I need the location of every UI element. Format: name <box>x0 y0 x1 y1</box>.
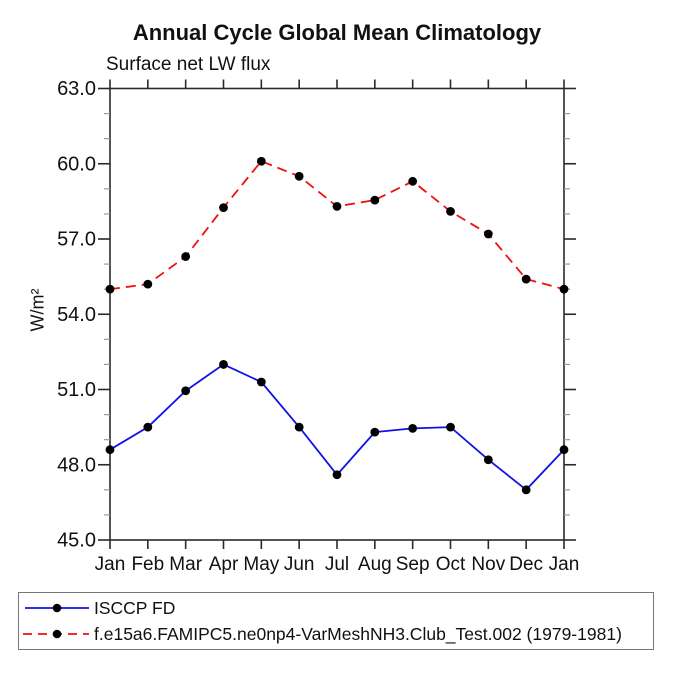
y-tick-label: 51.0 <box>57 379 96 401</box>
x-tick-label: Sep <box>396 554 430 575</box>
data-point-marker <box>559 445 569 455</box>
data-point-marker <box>408 176 418 186</box>
x-tick-label: Jun <box>284 554 315 575</box>
legend-label-isccp-fd: ISCCP FD <box>94 597 176 618</box>
x-tick-label: Dec <box>509 554 543 575</box>
data-point-marker <box>181 252 191 261</box>
data-point-marker <box>294 422 304 432</box>
data-point-marker <box>559 284 569 294</box>
y-tick-label: 45.0 <box>57 530 96 552</box>
x-tick-label: Jan <box>549 554 580 575</box>
data-point-marker <box>105 284 115 294</box>
data-point-marker <box>483 455 493 465</box>
legend-item-model-case: f.e15a6.FAMIPC5.ne0np4-VarMeshNH3.Club_T… <box>22 621 653 647</box>
x-tick-label: Aug <box>358 554 392 575</box>
data-point-marker <box>256 156 266 166</box>
data-point-marker <box>521 274 531 284</box>
legend-label-model-case: f.e15a6.FAMIPC5.ne0np4-VarMeshNH3.Club_T… <box>94 623 622 644</box>
data-point-marker <box>219 203 228 213</box>
series-line <box>109 160 565 291</box>
data-point-marker <box>219 360 228 369</box>
data-point-marker <box>143 279 153 289</box>
y-tick-label: 54.0 <box>57 304 96 326</box>
legend-box: ISCCP FD f.e15a6.FAMIPC5.ne0np4-VarMeshN… <box>18 592 654 650</box>
x-tick-label: May <box>243 554 279 575</box>
y-tick-label: 60.0 <box>57 153 96 175</box>
series-model-case <box>105 156 569 294</box>
data-point-marker <box>446 207 455 216</box>
data-point-marker <box>370 427 380 437</box>
x-tick-label: Feb <box>131 554 164 575</box>
legend-swatch-solid-line-icon <box>25 603 89 613</box>
y-tick-label: 48.0 <box>57 454 96 476</box>
legend-marker-0 <box>52 603 62 613</box>
legend-swatch-dashed-line-icon <box>23 629 89 639</box>
x-tick-label: Nov <box>471 554 505 575</box>
data-point-marker <box>483 229 493 239</box>
x-tick-label: Apr <box>209 554 239 575</box>
legend-marker-1 <box>52 629 62 639</box>
legend-item-isccp-fd: ISCCP FD <box>22 595 653 621</box>
data-point-marker <box>370 195 380 205</box>
chart-subtitle: Surface net LW flux <box>106 54 271 75</box>
data-point-marker <box>256 377 266 387</box>
x-tick-label: Jul <box>325 554 349 575</box>
x-tick-label: Oct <box>436 554 466 575</box>
series-isccp-fd <box>105 360 569 495</box>
data-point-marker <box>294 171 304 181</box>
y-tick-label: 57.0 <box>57 229 96 251</box>
data-point-marker <box>143 422 153 432</box>
chart-title: Annual Cycle Global Mean Climatology <box>132 20 542 45</box>
data-point-marker <box>105 445 115 455</box>
data-point-marker <box>332 470 342 480</box>
data-point-marker <box>181 386 191 396</box>
x-tick-label: Mar <box>169 554 202 575</box>
y-axis: 45.0 48.0 51.0 54.0 57.0 60.0 63.0 <box>57 78 576 552</box>
y-tick-label: 63.0 <box>57 78 96 100</box>
data-point-marker <box>408 423 418 433</box>
x-tick-label: Jan <box>95 554 126 575</box>
x-axis: Jan Feb Mar Apr May Jun Jul Aug Sep Oct Nov Dec Jan <box>95 79 580 575</box>
data-point-marker <box>332 201 342 211</box>
data-point-marker <box>446 422 455 432</box>
data-point-marker <box>521 485 531 495</box>
